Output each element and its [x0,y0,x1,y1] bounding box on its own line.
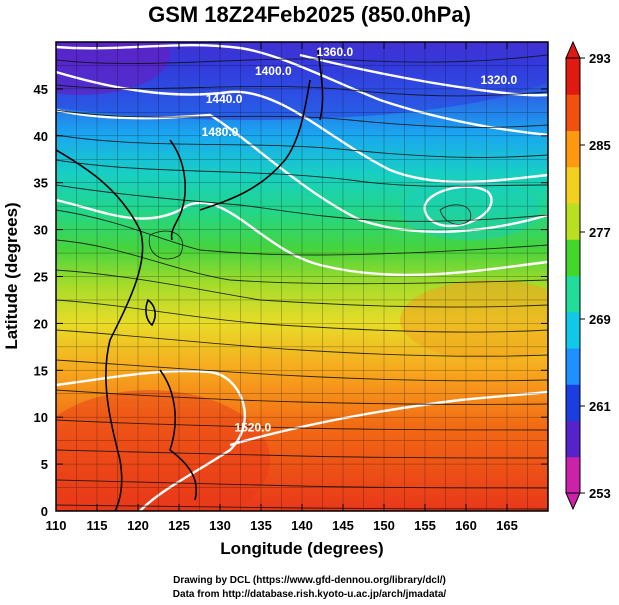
colorbar-band [566,420,580,458]
y-tick-label: 20 [34,316,48,331]
x-axis: 110 115 120 125 130 135 140 145 150 155 160 165 [46,42,518,533]
colorbar-tick-label: 269 [589,312,611,327]
colorbar-band [566,456,580,493]
contour-label: 1520.0 [234,420,271,434]
wind-streamlines [56,54,548,510]
colorbar-bottom-arrow [565,492,581,511]
grid-lines [56,42,548,511]
y-tick-label: 5 [41,457,48,472]
x-tick-label: 115 [87,518,108,533]
x-tick-label: 160 [455,518,477,533]
contour-labels: 1360.0 1400.0 1320.0 1440.0 1480.0 1520.0 [202,45,518,434]
colorbar-band [566,239,580,276]
geopotential-contours [56,43,548,511]
colorbar-band [566,275,580,313]
x-tick-label: 140 [291,518,313,533]
colorbar-band [566,166,580,204]
contour-label: 1400.0 [255,64,292,78]
contour-label: 1440.0 [206,92,243,106]
colorbar-top-arrow [565,40,581,59]
y-tick-label: 0 [41,504,48,519]
colorbar-band [566,203,580,240]
contour-line-1520 [56,369,247,511]
cold-region-northwest [56,42,170,95]
colorbar-band [566,130,580,168]
y-tick-label: 30 [34,223,48,238]
colorbar-frame [565,57,581,494]
contour-label: 1320.0 [480,73,517,87]
colorbar-tick-label: 285 [589,138,611,153]
contour-line-1400 [56,70,548,184]
warm-pocket-east [400,280,548,360]
colorbar-band [566,348,580,385]
cold-region-north [56,42,548,120]
x-tick-label: 120 [127,518,149,533]
coastlines [56,49,324,511]
contour-line-1320 [299,53,548,97]
colorbar-tick-label: 261 [589,399,611,414]
coastline-sakhalin [317,49,324,121]
colorbar-band [566,58,580,95]
colorbar-tick-label: 253 [589,486,611,501]
x-tick-label: 110 [46,518,67,533]
colorbar-band [566,94,580,131]
contour-line-1360 [56,43,548,137]
y-tick-label: 40 [34,129,48,144]
contour-label: 1360.0 [316,45,353,59]
y-axis: 0 5 10 15 20 25 30 35 40 45 [34,82,548,519]
coastline-japan [199,79,311,211]
x-tick-label: 155 [414,518,436,533]
contour-closed-high [423,185,493,228]
x-tick-label: 145 [332,518,354,533]
contour-label: 1480.0 [202,125,239,139]
x-tick-label: 150 [373,518,395,533]
y-tick-label: 15 [34,363,48,378]
colorbar-band [566,384,580,421]
colorbar-tick-label: 293 [589,51,611,66]
colorbar-tick-label: 277 [589,225,611,240]
coastline-philippines [159,369,197,501]
x-axis-label: Longitude (degrees) [220,539,383,558]
colorbar: 253 261 269 277 285 293 [565,40,611,511]
y-axis-label: Latitude (degrees) [2,202,21,349]
y-tick-label: 35 [34,176,48,191]
x-tick-label: 135 [250,518,272,533]
warm-land-south [56,390,270,511]
credit-data: Data from http://database.rish.kyoto-u.a… [172,589,447,600]
coastline-east-asia [56,149,144,511]
x-tick-label: 130 [209,518,231,533]
x-tick-label: 165 [496,518,518,533]
y-tick-label: 25 [34,270,48,285]
credit-drawing: Drawing by DCL (https://www.gfd-dennou.o… [173,575,446,586]
x-tick-label: 125 [168,518,190,533]
page-title: GSM 18Z24Feb2025 (850.0hPa) [148,2,471,27]
contour-line-1480 [56,198,548,277]
colorbar-band [566,311,580,349]
coastline-taiwan [145,298,157,327]
contour-line-1440 [56,108,548,233]
y-tick-label: 10 [34,410,48,425]
y-tick-label: 45 [34,82,48,97]
